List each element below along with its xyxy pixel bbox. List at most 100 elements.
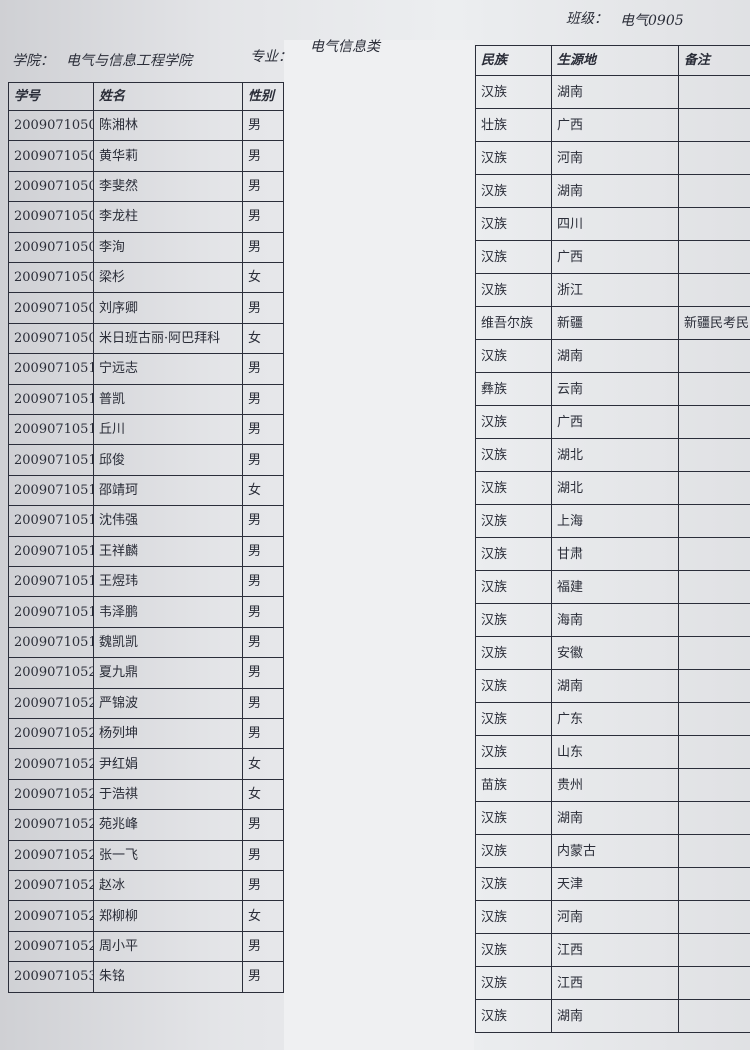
table-cell: 刘序卿 [93,292,243,324]
table-cell [678,669,750,703]
table-cell: 2009071051 7 [8,566,94,598]
table-cell: 男 [242,201,284,233]
table-cell: 汉族 [475,207,552,241]
table-cell: 河南 [551,900,679,934]
table-cell: 彝族 [475,372,552,406]
table-cell: 上海 [551,504,679,538]
table-cell: 2009071051 2 [8,414,94,446]
table-cell: 汉族 [475,636,552,670]
table-cell: 汉族 [475,966,552,1000]
table-cell: 四川 [551,207,679,241]
table-cell: 2009071053 0 [8,961,94,993]
table-cell: 邱俊 [93,444,243,476]
table-cell: 贵州 [551,768,679,802]
table-cell: 男 [242,687,284,719]
class: 电气0905 [620,13,684,29]
table-cell: 汉族 [475,933,552,967]
table-cell: 男 [242,718,284,750]
table-cell: 2009071050 9 [8,322,94,355]
table-cell: 汉族 [475,504,552,538]
table-cell: 新疆 [551,306,679,340]
table-cell: 汉族 [475,75,552,109]
table-cell: 汉族 [475,867,552,901]
column-header: 学号 [8,82,94,111]
table-cell: 2009071052 3 [8,748,94,780]
table-cell: 男 [242,414,284,446]
table-cell: 2009071052 1 [8,687,94,719]
table-cell: 汉族 [475,339,552,373]
table-cell: 汉族 [475,900,552,934]
table-cell: 男 [242,140,284,172]
table-cell: 男 [242,353,284,385]
table-cell [678,504,750,538]
table-cell: 米日班古丽·阿巴拜科 [93,322,243,355]
table-cell: 内蒙古 [551,834,679,868]
table-cell: 周小平 [93,930,243,963]
table-cell: 男 [242,657,284,689]
table-cell: 女 [242,748,284,780]
table-cell: 2009071052 8 [8,900,94,932]
table-cell: 湖南 [551,339,679,373]
table-cell: 汉族 [475,141,552,175]
table-cell [678,141,750,175]
table-cell: 湖南 [551,174,679,208]
column-header: 姓名 [93,82,243,111]
table-cell: 女 [242,474,284,507]
table-cell [678,768,750,802]
table-cell: 河南 [551,141,679,175]
table-cell: 男 [242,110,284,142]
table-cell: 2009071051 3 [8,444,94,476]
table-cell: 男 [242,505,284,537]
table-cell: 汉族 [475,471,552,505]
table-cell: 2009071050 4 [8,170,94,203]
table-cell: 汉族 [475,999,552,1033]
table-cell: 2009071051 6 [8,535,94,567]
table-cell [678,603,750,637]
table-cell [678,570,750,604]
table-cell: 杨列坤 [93,718,243,750]
table-cell: 2009071051 1 [8,383,94,415]
table-cell: 男 [242,839,284,871]
table-cell: 浙江 [551,273,679,307]
table-cell: 郑柳柳 [93,900,243,932]
table-cell: 李洵 [93,231,243,263]
table-cell [678,966,750,1000]
table-cell: 汉族 [475,273,552,307]
table-cell: 男 [242,961,284,993]
table-cell: 朱铭 [93,961,243,993]
table-cell: 2009071052 5 [8,809,94,841]
table-cell: 2009071051 8 [8,596,94,628]
table-cell: 赵冰 [93,870,243,902]
table-cell: 张一飞 [93,839,243,871]
table-cell [678,636,750,670]
table-cell [678,372,750,406]
table-cell: 魏凯凯 [93,626,243,659]
table-cell: 苗族 [475,768,552,802]
table-cell [678,273,750,307]
table-cell: 2009071050 1 [8,110,94,142]
table-cell [678,801,750,835]
table-cell: 广西 [551,240,679,274]
table-cell: 夏九鼎 [93,657,243,689]
table-cell: 宁远志 [93,353,243,385]
table-cell [678,867,750,901]
blank-area [284,40,474,1050]
table-cell [678,405,750,439]
table-cell: 女 [242,778,284,811]
college: 电气与信息工程学院 [66,53,192,69]
table-cell: 男 [242,626,284,659]
table-cell [678,735,750,769]
table-cell: 汉族 [475,801,552,835]
table-cell: 2009071052 6 [8,839,94,871]
class-label: 班级： [566,11,608,27]
table-cell: 男 [242,870,284,902]
table-cell: 2009071052 4 [8,778,94,811]
table-cell [678,438,750,472]
table-cell [678,537,750,571]
table-cell: 汉族 [475,438,552,472]
table-cell: 湖北 [551,438,679,472]
column-header: 性别 [242,82,284,111]
table-cell: 韦泽鹏 [93,596,243,628]
table-cell: 汉族 [475,735,552,769]
